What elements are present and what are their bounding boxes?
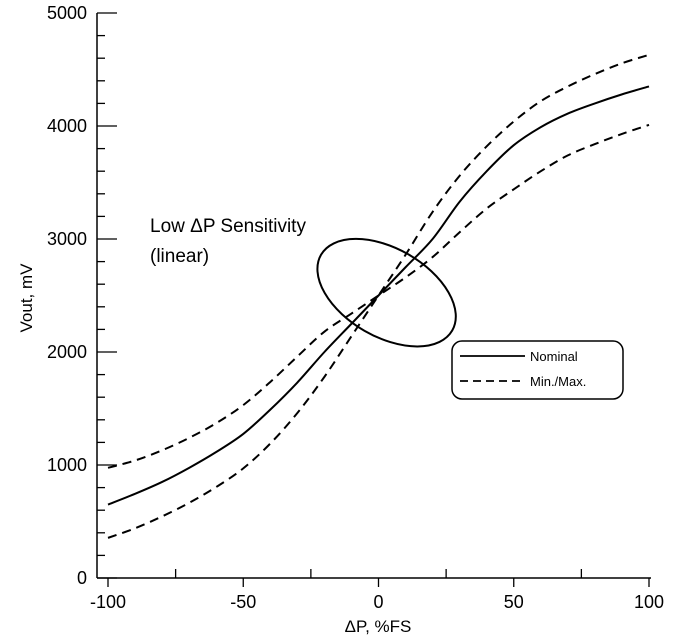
y-tick-label: 1000 (47, 455, 87, 475)
y-tick-label: 2000 (47, 342, 87, 362)
x-tick-label: 0 (373, 592, 383, 612)
annotation-subtitle: (linear) (150, 246, 209, 267)
x-tick-label: 100 (634, 592, 664, 612)
series-line-nominal (107, 85, 650, 506)
legend: Nominal Min./Max. (451, 340, 624, 400)
x-axis-label: ΔP, %FS (345, 617, 412, 636)
axis-ticks (97, 12, 650, 587)
annotation-title: Low ΔP Sensitivity (150, 216, 306, 237)
annotation-ellipse (316, 237, 457, 348)
series-group (107, 53, 650, 539)
legend-label-nominal: Nominal (530, 349, 578, 364)
y-tick-label: 3000 (47, 229, 87, 249)
x-tick-label: -100 (90, 592, 126, 612)
axes (96, 13, 651, 579)
y-tick-label: 5000 (47, 3, 87, 23)
series-line-max (107, 53, 650, 539)
legend-label-minmax: Min./Max. (530, 374, 586, 389)
annotation-group: Low ΔP Sensitivity (linear) (150, 216, 457, 348)
y-tick-label: 0 (77, 568, 87, 588)
series-line-min (107, 123, 650, 469)
x-tick-label: 50 (504, 592, 524, 612)
y-axis-label: Vout, mV (17, 263, 36, 333)
x-tick-label: -50 (230, 592, 256, 612)
y-tick-label: 4000 (47, 116, 87, 136)
